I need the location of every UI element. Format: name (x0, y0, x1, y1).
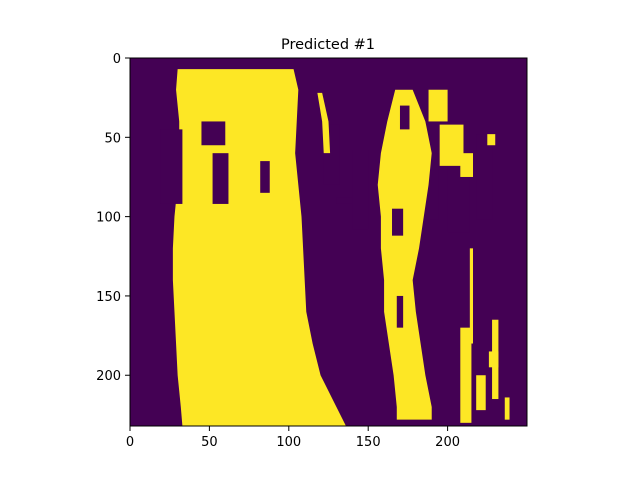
speckles-speck-7 (504, 397, 510, 420)
left-column-gap-6 (336, 197, 353, 204)
speckles-speck-2 (460, 153, 474, 177)
right-column-gap-1 (392, 208, 404, 236)
speckles-speck-6 (476, 375, 486, 411)
speckles-speck-9 (469, 248, 474, 344)
right-column-gap-2 (396, 295, 404, 328)
thin-streak-region (317, 92, 331, 154)
chart-title: Predicted #1 (281, 37, 375, 53)
y-axis: 0 50 100 150 200 (96, 52, 130, 384)
right-column-gap-0 (399, 105, 410, 130)
predicted-mask (160, 69, 510, 426)
speckles-speck-8 (488, 351, 499, 368)
y-tick-label-150: 150 (96, 290, 121, 305)
left-column-gap-10 (476, 134, 493, 220)
speckles-speck-0 (428, 89, 448, 122)
left-column-gap-5 (352, 150, 369, 230)
y-tick-label-100: 100 (96, 211, 121, 226)
y-tick-label-200: 200 (96, 369, 121, 384)
x-tick-label-50: 50 (201, 435, 218, 450)
x-tick-label-100: 100 (276, 435, 301, 450)
left-column-gap-1 (201, 121, 226, 146)
x-axis: 0 50 100 150 200 (126, 426, 460, 450)
x-tick-label-200: 200 (435, 435, 460, 450)
speckles-speck-1 (439, 124, 464, 166)
y-tick-label-0: 0 (113, 52, 121, 67)
x-tick-label-150: 150 (356, 435, 381, 450)
y-tick-label-50: 50 (104, 131, 121, 146)
speckles-speck-5 (460, 327, 472, 423)
x-tick-label-0: 0 (126, 435, 134, 450)
left-column-gap-3 (260, 161, 270, 193)
left-column-gap-0 (160, 129, 183, 204)
plot-frame (129, 57, 528, 427)
speckles-speck-3 (487, 134, 496, 146)
right-column-region (377, 89, 432, 420)
left-column-gap-2 (212, 153, 229, 204)
